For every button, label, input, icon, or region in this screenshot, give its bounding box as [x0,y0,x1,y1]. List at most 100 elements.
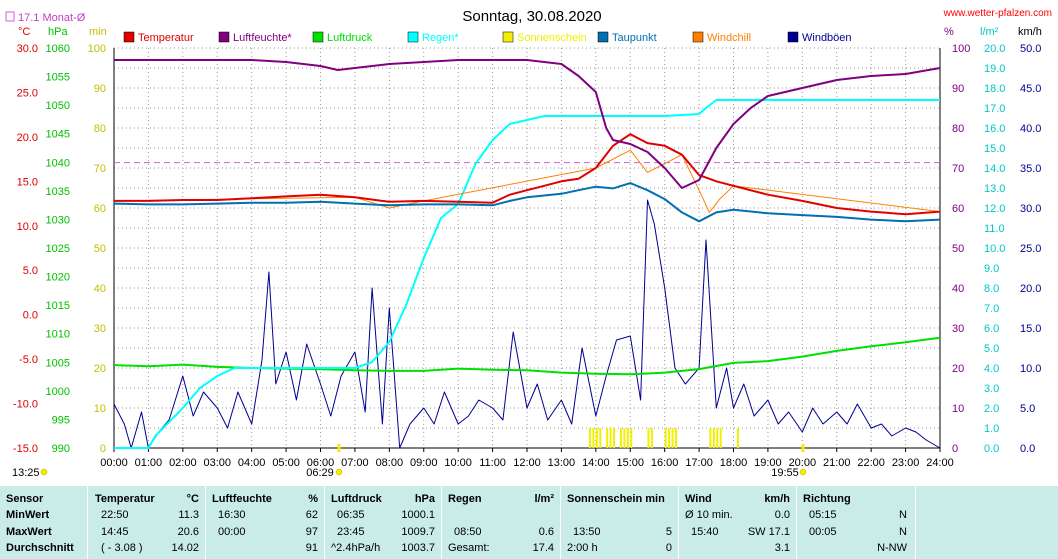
x-tick-label: 09:00 [410,457,438,469]
x-tick-label: 22:00 [857,457,885,469]
col-temp: Temperatur °C 22:50 11.3 14:45 20.6 ( - … [87,486,205,559]
sunshine-bar [619,428,622,448]
sunshine-bar [599,428,602,448]
press-tick-label: 1040 [46,157,70,169]
dir-min-value: N [899,509,907,521]
hum-min-value: 62 [305,509,318,521]
legend-swatch [218,31,230,43]
press-max-time: 23:45 [337,526,365,538]
series-line [113,182,941,223]
sun-max-value: 5 [665,526,672,538]
legend-swatch [597,31,609,43]
legend-swatch [407,31,419,43]
sun-tick-label: 50 [94,243,106,255]
hum-max-time: 00:00 [218,526,246,538]
wind-tick-label: 10.0 [1020,363,1041,375]
x-tick-label: 05:00 [272,457,300,469]
sunshine-bar [650,428,653,448]
col-wind: Wind km/h Ø 10 min. 0.0 15:40 SW 17.1 3.… [678,486,796,559]
sunshine-bar [626,428,629,448]
chart-title: Sonntag, 30.08.2020 [462,8,601,25]
hum-tick-label: 30 [952,323,964,335]
rain-max-time: 08:50 [454,526,482,538]
sunshine-bar [623,428,626,448]
x-tick-label: 15:00 [616,457,644,469]
wind-tick-label: 20.0 [1020,283,1041,295]
wind-tick-label: 50.0 [1020,43,1041,55]
wind-tick-label: 40.0 [1020,123,1041,135]
hum-tick-label: 70 [952,163,964,175]
rain-max-value: 0.6 [538,526,554,538]
x-tick-label: 12:00 [513,457,541,469]
press-tick-label: 1025 [46,243,70,255]
sunshine-bar [609,428,612,448]
dir-max-value: N [899,526,907,538]
x-tick-label: 11:00 [479,457,506,469]
sun-tick-label: 40 [94,283,106,295]
rain-tick-label: 13.0 [984,183,1005,195]
press-tick-label: 1030 [46,214,70,226]
sunshine-bar [592,428,595,448]
legend-swatch [502,31,514,43]
rain-total-value: 17.4 [532,542,554,554]
rain-tick-label: 3.0 [984,383,999,395]
rain-tick-label: 6.0 [984,323,999,335]
legend-label: Temperatur [138,32,194,44]
col-hum: Luftfeuchte % 16:30 62 00:00 97 91 [205,486,324,559]
press-max-value: 1009.7 [401,526,435,538]
temp-tick-label: -5.0 [19,354,38,366]
hum-tick-label: 80 [952,123,964,135]
press-tick-label: 1060 [46,43,70,55]
header-rain-unit: l/m² [534,493,554,505]
header-press-unit: hPa [414,493,435,505]
press-tick-label: 1055 [46,72,70,84]
hum-tick-label: 40 [952,283,964,295]
rain-tick-label: 5.0 [984,343,999,355]
press-tick-label: 1015 [46,300,70,312]
temp-min-value: 11.3 [178,509,199,521]
sunset-label: 19:55 [771,467,799,479]
wind-min-value: 0.0 [774,509,790,521]
sun-tick-label: 20 [94,363,106,375]
unit-rain: l/m² [980,26,999,38]
x-tick-label: 18:00 [720,457,748,469]
hum-min-time: 16:30 [218,509,246,521]
press-tick-label: 1035 [46,186,70,198]
weather-chart: 00:00 01:00 02:00 03:00 04:00 05:00 06:00 07:00… [5,8,1052,479]
series-line [113,149,941,213]
sun-marker-left-label: 13:25 [12,467,40,479]
rain-tick-label: 0.0 [984,443,999,455]
header-wind-unit: km/h [764,493,790,505]
rain-tick-label: 16.0 [984,123,1005,135]
x-tick-label: 01:00 [135,457,163,469]
sun-tick-label: 100 [88,43,106,55]
temp-avg-value: 14.02 [171,542,199,554]
x-tick-label: 20:00 [789,457,817,469]
press-trend: ^2.4hPa/h [331,542,381,554]
press-tick-label: 1050 [46,100,70,112]
summary-table: Sensor MinWert MaxWert Durchschnitt Temp… [0,486,1058,559]
press-tick-label: 995 [52,414,70,426]
sunshine-bar [712,428,715,448]
rain-tick-label: 11.0 [984,223,1005,235]
wind-tick-label: 35.0 [1020,163,1041,175]
col-sun: Sonnenschein min 13:50 5 2:00 h 0 [560,486,678,559]
hum-tick-label: 0 [952,443,958,455]
sunrise-label: 06:29 [306,467,334,479]
press-tick-label: 990 [52,443,70,455]
header-wind: Wind [685,493,712,505]
x-tick-label: 08:00 [376,457,404,469]
temp-max-value: 20.6 [177,526,199,538]
legend-label: Windchill [707,32,751,44]
x-tick-label: 04:00 [238,457,266,469]
site-url: www.wetter-pfalzen.com [943,8,1052,19]
temp-tick-label: -15.0 [13,443,38,455]
header-press: Luftdruck [331,493,382,505]
dir-max-time: 00:05 [809,526,837,538]
legend-label: Taupunkt [612,32,657,44]
unit-sun: min [89,26,107,38]
legend-swatch [692,31,704,43]
temp-tick-label: 10.0 [17,221,38,233]
x-tick-label: 23:00 [892,457,920,469]
sunshine-bar [736,428,739,448]
